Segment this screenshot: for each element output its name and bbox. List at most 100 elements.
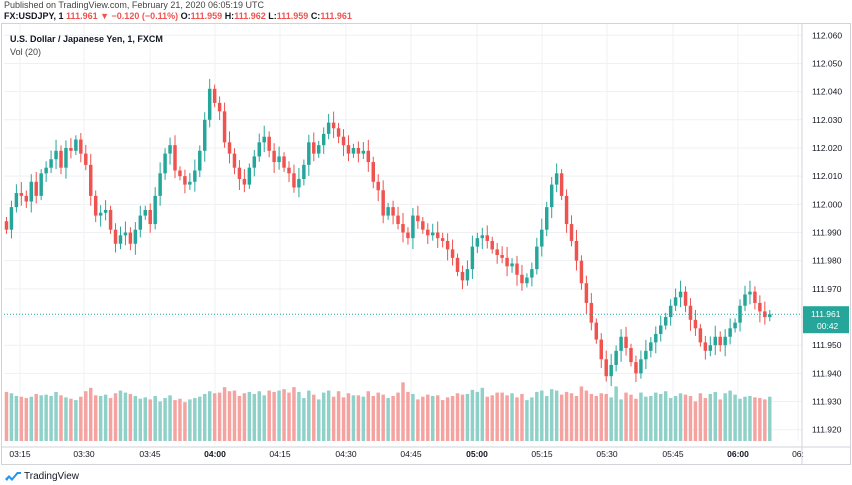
candle <box>515 263 519 275</box>
volume-bar <box>168 395 172 441</box>
candle <box>654 333 658 343</box>
candle <box>733 322 737 329</box>
volume-bar <box>49 396 53 441</box>
candle <box>34 181 38 196</box>
price-chart[interactable]: 112.060 112.050 112.040 112.030 112.020 112.0… <box>1 23 851 465</box>
candle <box>728 328 732 337</box>
volume-bar <box>401 382 405 441</box>
volume-bar <box>153 396 157 441</box>
volume-bar <box>321 392 326 441</box>
candle <box>386 207 390 216</box>
volume-bar <box>307 390 311 441</box>
volume-bar <box>198 396 202 441</box>
price-axis-label: 112.050 <box>812 58 842 68</box>
price-axis-label: 112.060 <box>812 30 842 40</box>
candle <box>39 173 43 196</box>
candle <box>247 167 252 185</box>
candle <box>391 207 395 216</box>
volume-bar <box>237 396 242 441</box>
volume-bar <box>163 398 167 441</box>
price-axis-label: 112.000 <box>812 199 842 209</box>
candle <box>455 257 460 272</box>
volume-bar <box>733 394 737 441</box>
volume-bar <box>559 394 564 441</box>
candle <box>222 111 227 143</box>
candle <box>267 136 271 151</box>
candle <box>346 145 351 154</box>
candle <box>530 269 534 278</box>
time-axis-label: 04:30 <box>335 449 357 459</box>
volume-bar <box>302 398 306 441</box>
candle <box>277 156 281 163</box>
tradingview-logo-icon <box>5 472 21 481</box>
volume-bar <box>59 395 63 441</box>
candle <box>416 215 420 222</box>
volume-bar <box>540 390 544 441</box>
candle <box>143 209 147 216</box>
volume-bar <box>663 391 668 441</box>
volume-bar <box>351 395 356 441</box>
candle <box>69 147 73 151</box>
time-axis-label: 05:15 <box>531 449 553 459</box>
candle <box>540 229 544 247</box>
candle <box>376 181 380 191</box>
candle <box>272 150 276 163</box>
candle <box>227 142 232 154</box>
candle <box>554 173 559 185</box>
volume-bar <box>549 389 554 441</box>
volume-bar <box>361 396 366 441</box>
candle <box>619 336 623 351</box>
candle <box>525 277 529 284</box>
volume-bar <box>346 393 351 441</box>
candle <box>113 229 118 244</box>
volume-bar <box>470 389 475 441</box>
candle <box>753 291 757 303</box>
volume-bar <box>683 394 688 441</box>
volume-bar <box>9 393 14 441</box>
volume-bar <box>450 396 455 441</box>
candle <box>703 342 708 351</box>
volume-bar <box>14 396 19 441</box>
price-axis-label: 112.020 <box>812 143 842 153</box>
candle <box>763 311 767 318</box>
time-axis-label: 06:00 <box>727 449 749 459</box>
price-axis-label: 112.030 <box>812 115 842 125</box>
volume-bar <box>108 398 113 441</box>
volume-bar <box>426 394 430 441</box>
volume-bar <box>93 395 98 441</box>
candle <box>98 212 103 216</box>
low-label: L: <box>268 11 277 21</box>
candle <box>426 229 430 236</box>
volume-bar <box>416 399 420 441</box>
volume-bar <box>619 399 623 441</box>
volume-bar <box>24 398 29 441</box>
volume-bar <box>594 396 599 441</box>
candle <box>445 240 450 250</box>
volume-bar <box>718 399 722 441</box>
time-axis-label: 05:00 <box>466 449 488 459</box>
volume-bar <box>659 393 663 441</box>
volume-bar <box>753 397 757 441</box>
footer <box>0 466 852 485</box>
candle <box>9 207 14 230</box>
volume-bar <box>713 391 717 441</box>
volume-bar <box>267 390 271 441</box>
candle <box>103 209 108 213</box>
volume-bar <box>505 395 509 441</box>
candle <box>198 150 202 171</box>
volume-bar <box>530 397 534 441</box>
volume-bar <box>143 397 147 441</box>
volume-bar <box>297 391 301 441</box>
volume-bar <box>668 398 673 441</box>
volume-bar <box>113 393 118 441</box>
candle <box>589 302 594 323</box>
candle <box>708 345 713 351</box>
volume-bar <box>698 393 703 441</box>
volume-bar <box>673 396 678 441</box>
candle <box>713 336 717 346</box>
volume-bar <box>579 386 584 441</box>
volume-bar <box>232 390 237 441</box>
candle <box>287 167 291 174</box>
volume-bar <box>406 391 410 441</box>
volume-bar <box>584 390 589 441</box>
